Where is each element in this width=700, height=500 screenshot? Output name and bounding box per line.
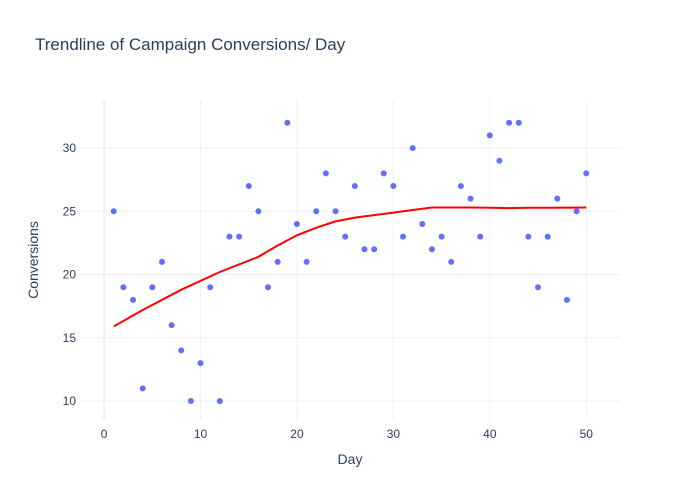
y-tick-label: 25 — [63, 204, 77, 218]
data-point — [168, 322, 175, 329]
data-point — [428, 246, 435, 253]
points-layer — [110, 119, 590, 405]
data-point — [438, 233, 445, 240]
data-point — [506, 119, 513, 126]
data-point — [583, 170, 590, 177]
data-point — [351, 183, 358, 190]
data-point — [496, 157, 503, 164]
trendline-layer — [113, 206, 587, 328]
data-point — [573, 208, 580, 215]
data-point — [226, 233, 233, 240]
trendline — [113, 206, 587, 328]
data-point — [110, 208, 117, 215]
y-tick-label: 30 — [63, 141, 77, 155]
data-point — [535, 284, 542, 291]
data-point — [303, 258, 310, 265]
data-point — [130, 296, 137, 303]
data-point — [207, 284, 214, 291]
data-point — [419, 220, 426, 227]
data-point — [313, 208, 320, 215]
data-point — [197, 360, 204, 367]
chart-title: Trendline of Campaign Conversions/ Day — [35, 35, 346, 54]
data-point — [563, 296, 570, 303]
data-point — [158, 258, 165, 265]
data-point — [236, 233, 243, 240]
data-point — [467, 195, 474, 202]
data-point — [187, 398, 194, 405]
y-tick-label: 20 — [63, 268, 77, 282]
x-tick-label: 20 — [290, 427, 304, 441]
data-point — [342, 233, 349, 240]
data-point — [554, 195, 561, 202]
x-tick-label: 50 — [580, 427, 594, 441]
data-point — [371, 246, 378, 253]
y-tick-label: 15 — [63, 331, 77, 345]
data-point — [477, 233, 484, 240]
data-point — [332, 208, 339, 215]
data-point — [149, 284, 156, 291]
grid-layer — [80, 100, 620, 420]
y-axis-title: Conversions — [25, 221, 41, 299]
x-axis-title: Day — [338, 451, 363, 467]
data-point — [409, 145, 416, 152]
data-point — [293, 220, 300, 227]
data-point — [216, 398, 223, 405]
data-point — [245, 183, 252, 190]
x-tick-labels: 0 10 20 30 40 50 — [101, 427, 593, 441]
y-tick-labels: 10 15 20 25 30 — [63, 141, 77, 408]
data-point — [390, 183, 397, 190]
data-point — [361, 246, 368, 253]
x-tick-label: 30 — [387, 427, 401, 441]
data-point — [380, 170, 387, 177]
data-point — [448, 258, 455, 265]
data-point — [457, 183, 464, 190]
y-tick-label: 10 — [63, 394, 77, 408]
data-point — [139, 385, 146, 392]
data-point — [178, 347, 185, 354]
data-point — [322, 170, 329, 177]
data-point — [255, 208, 262, 215]
data-point — [400, 233, 407, 240]
data-point — [120, 284, 127, 291]
x-tick-label: 0 — [101, 427, 108, 441]
data-point — [515, 119, 522, 126]
data-point — [486, 132, 493, 139]
data-point — [525, 233, 532, 240]
x-tick-label: 10 — [194, 427, 208, 441]
data-point — [274, 258, 281, 265]
x-tick-label: 40 — [483, 427, 497, 441]
data-point — [284, 119, 291, 126]
data-point — [265, 284, 272, 291]
data-point — [544, 233, 551, 240]
